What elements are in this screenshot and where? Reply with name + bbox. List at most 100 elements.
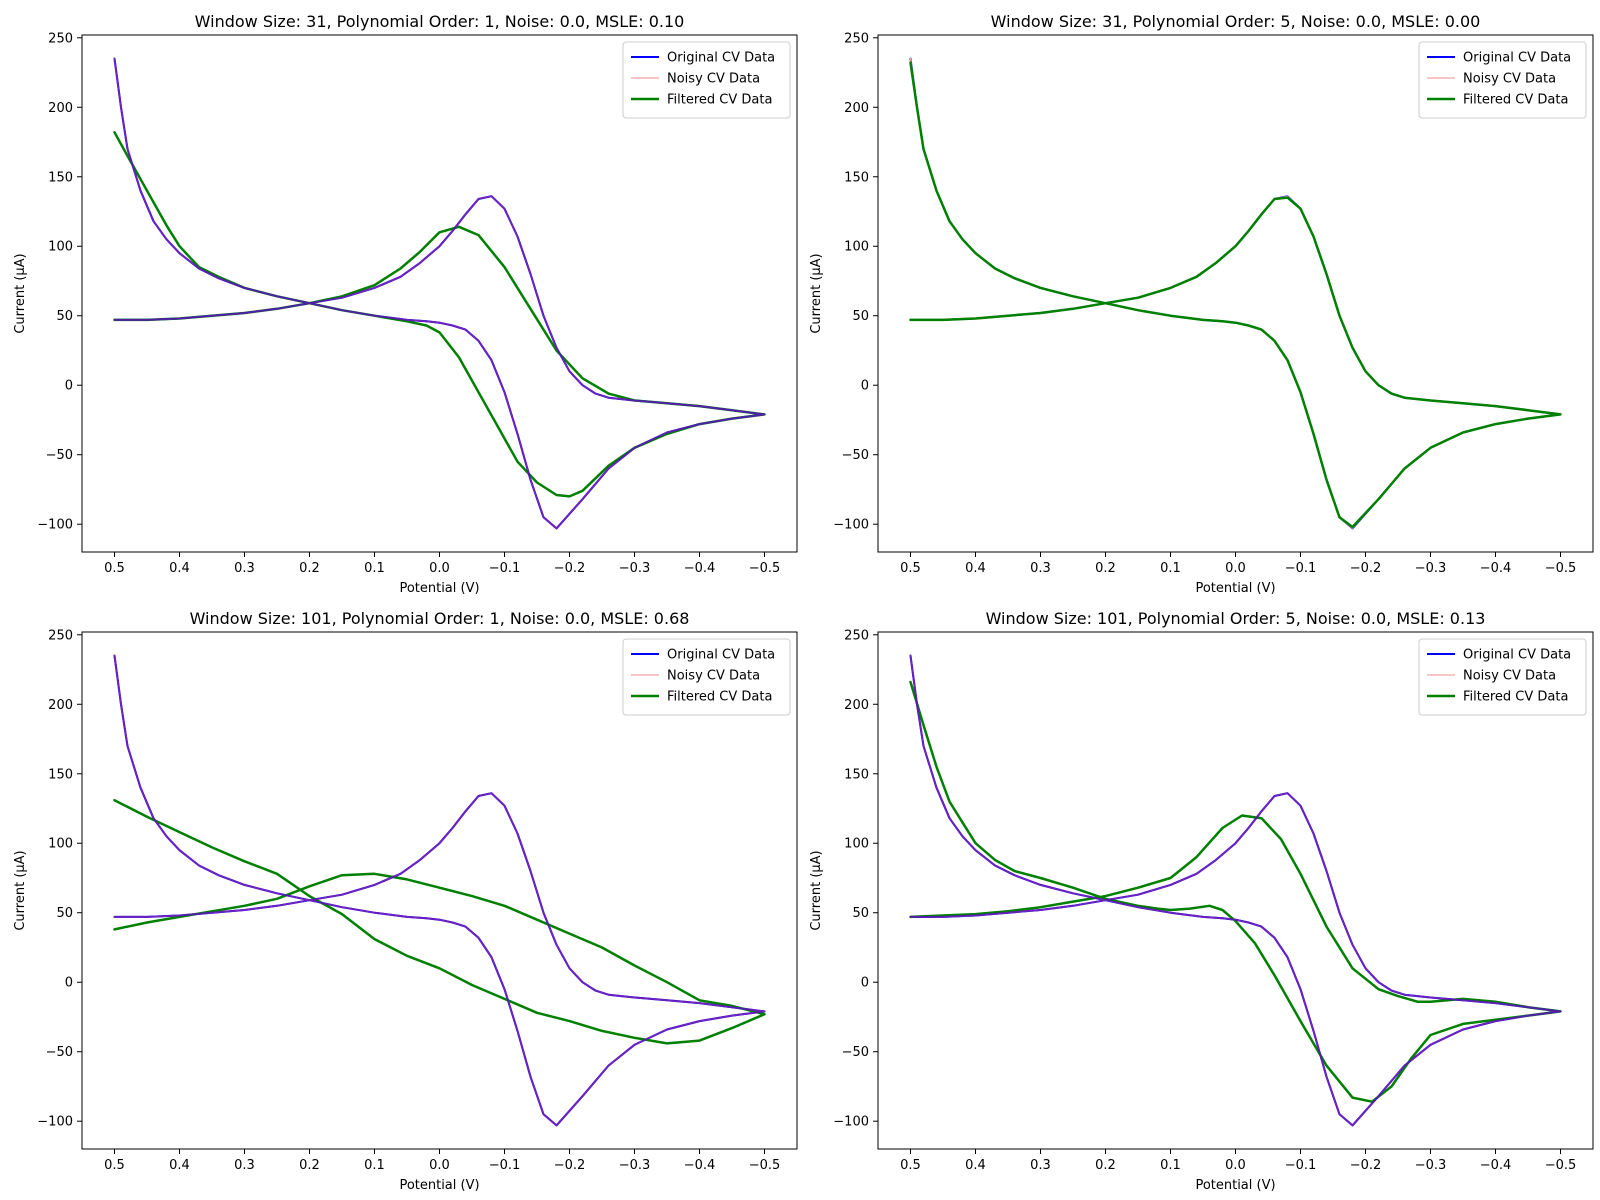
subplot-2: 0.5 0.4 0.3 0.2 0.1 0.0 −0.1 −0.2 −0.3 −0.4 −0.5 −1… xyxy=(809,12,1594,596)
y-tick-label: 100 xyxy=(48,837,73,852)
legend-label: Filtered CV Data xyxy=(1463,690,1568,705)
x-tick-label: 0.3 xyxy=(1030,1158,1051,1173)
plot-area xyxy=(113,57,766,530)
x-tick-label: 0.2 xyxy=(1095,561,1116,576)
y-tick-label: 100 xyxy=(844,240,869,255)
legend-box xyxy=(622,41,791,119)
x-tick-label: 0.5 xyxy=(104,1158,125,1173)
y-axis-label: Current (µA) xyxy=(13,253,28,333)
y-tick-label: 200 xyxy=(48,101,73,116)
y-tick-label: 250 xyxy=(844,628,869,643)
y-tick-label: 200 xyxy=(844,101,869,116)
y-tick-label: −100 xyxy=(37,518,73,533)
x-tick-label: 0.5 xyxy=(900,1158,921,1173)
x-axis-label: Potential (V) xyxy=(1195,581,1275,596)
series-line-noisy-cv-data xyxy=(909,57,1562,530)
series-line-original-cv-data xyxy=(113,57,766,530)
x-tick-label: −0.4 xyxy=(684,561,716,576)
legend-label: Noisy CV Data xyxy=(667,72,760,87)
x-tick-label: −0.5 xyxy=(749,1158,781,1173)
legend-label: Original CV Data xyxy=(1463,648,1571,663)
y-tick-label: −100 xyxy=(37,1115,73,1130)
x-tick-label: −0.5 xyxy=(1545,561,1577,576)
x-tick-label: 0.3 xyxy=(1030,561,1051,576)
series-line-original-cv-data xyxy=(113,654,766,1127)
series-line-filtered-cv-data xyxy=(909,680,1562,1103)
x-tick-label: 0.4 xyxy=(169,561,190,576)
x-tick-label: −0.5 xyxy=(749,561,781,576)
legend-label: Original CV Data xyxy=(1463,51,1571,66)
x-tick-label: −0.1 xyxy=(1285,561,1317,576)
y-tick-label: 200 xyxy=(48,698,73,713)
x-tick-label: 0.5 xyxy=(104,561,125,576)
x-tick-label: −0.2 xyxy=(1350,561,1382,576)
y-axis-label: Current (µA) xyxy=(13,850,28,930)
y-tick-label: −50 xyxy=(46,448,73,463)
legend-box xyxy=(622,638,791,716)
series-line-noisy-cv-data xyxy=(909,654,1562,1127)
x-tick-label: −0.1 xyxy=(489,561,521,576)
series-line-filtered-cv-data xyxy=(909,61,1562,529)
y-tick-label: 200 xyxy=(844,698,869,713)
y-tick-label: 150 xyxy=(844,767,869,782)
series-line-noisy-cv-data xyxy=(113,57,766,530)
x-tick-label: 0.5 xyxy=(900,561,921,576)
series-line-original-overlay xyxy=(113,57,766,530)
subplot-3: 0.5 0.4 0.3 0.2 0.1 0.0 −0.1 −0.2 −0.3 −0.4 −0.5 −1… xyxy=(13,609,798,1193)
series-line-noisy-cv-data xyxy=(113,654,766,1127)
y-tick-label: 50 xyxy=(56,906,73,921)
x-tick-label: 0.2 xyxy=(1095,1158,1116,1173)
y-axis-label: Current (µA) xyxy=(809,253,824,333)
x-tick-label: −0.1 xyxy=(1285,1158,1317,1173)
chart-title: Window Size: 31, Polynomial Order: 1, No… xyxy=(195,12,685,31)
x-tick-label: −0.2 xyxy=(554,561,586,576)
y-tick-label: 0 xyxy=(65,976,73,991)
y-tick-label: −50 xyxy=(842,1045,869,1060)
y-tick-label: 0 xyxy=(861,976,869,991)
legend: Original CV Data Noisy CV Data Filtered CV… xyxy=(1418,638,1587,716)
series-line-filtered-cv-data xyxy=(113,798,766,1045)
x-tick-label: 0.4 xyxy=(169,1158,190,1173)
subplot-4: 0.5 0.4 0.3 0.2 0.1 0.0 −0.1 −0.2 −0.3 −0.4 −0.5 −1… xyxy=(809,609,1594,1193)
x-tick-label: 0.0 xyxy=(429,1158,450,1173)
x-tick-label: 0.4 xyxy=(965,1158,986,1173)
x-tick-label: −0.3 xyxy=(619,561,651,576)
legend-label: Original CV Data xyxy=(667,648,775,663)
chart-title: Window Size: 31, Polynomial Order: 5, No… xyxy=(991,12,1481,31)
y-tick-label: −50 xyxy=(46,1045,73,1060)
chart-title: Window Size: 101, Polynomial Order: 5, N… xyxy=(986,609,1486,628)
y-tick-label: 0 xyxy=(861,379,869,394)
legend-label: Filtered CV Data xyxy=(667,690,772,705)
x-tick-label: −0.4 xyxy=(1480,1158,1512,1173)
x-tick-label: −0.2 xyxy=(1350,1158,1382,1173)
y-tick-label: 50 xyxy=(852,309,869,324)
x-tick-label: 0.2 xyxy=(299,1158,320,1173)
y-tick-label: 0 xyxy=(65,379,73,394)
legend: Original CV Data Noisy CV Data Filtered CV… xyxy=(622,638,791,716)
series-line-original-overlay xyxy=(909,654,1562,1127)
x-tick-label: 0.4 xyxy=(965,561,986,576)
x-tick-label: −0.2 xyxy=(554,1158,586,1173)
y-axis-label: Current (µA) xyxy=(809,850,824,930)
x-tick-label: −0.3 xyxy=(1415,561,1447,576)
x-axis-label: Potential (V) xyxy=(1195,1178,1275,1193)
x-tick-label: 0.0 xyxy=(1225,1158,1246,1173)
x-tick-label: −0.3 xyxy=(619,1158,651,1173)
legend-label: Noisy CV Data xyxy=(667,669,760,684)
legend-box xyxy=(1418,41,1587,119)
series-line-original-cv-data xyxy=(909,654,1562,1127)
series-line-original-cv-data xyxy=(909,57,1562,530)
y-tick-label: 50 xyxy=(852,906,869,921)
legend-label: Noisy CV Data xyxy=(1463,72,1556,87)
x-axis-label: Potential (V) xyxy=(399,1178,479,1193)
subplot-1: 0.5 0.4 0.3 0.2 0.1 0.0 −0.1 −0.2 −0.3 −0.4 −0.5 −1… xyxy=(13,12,798,596)
y-tick-label: 100 xyxy=(844,837,869,852)
y-tick-label: 250 xyxy=(844,31,869,46)
y-tick-label: 100 xyxy=(48,240,73,255)
legend-label: Filtered CV Data xyxy=(1463,93,1568,108)
y-tick-label: −100 xyxy=(833,518,869,533)
x-tick-label: 0.1 xyxy=(364,561,385,576)
series-line-filtered-cv-data xyxy=(113,131,766,498)
plot-area xyxy=(113,654,766,1127)
